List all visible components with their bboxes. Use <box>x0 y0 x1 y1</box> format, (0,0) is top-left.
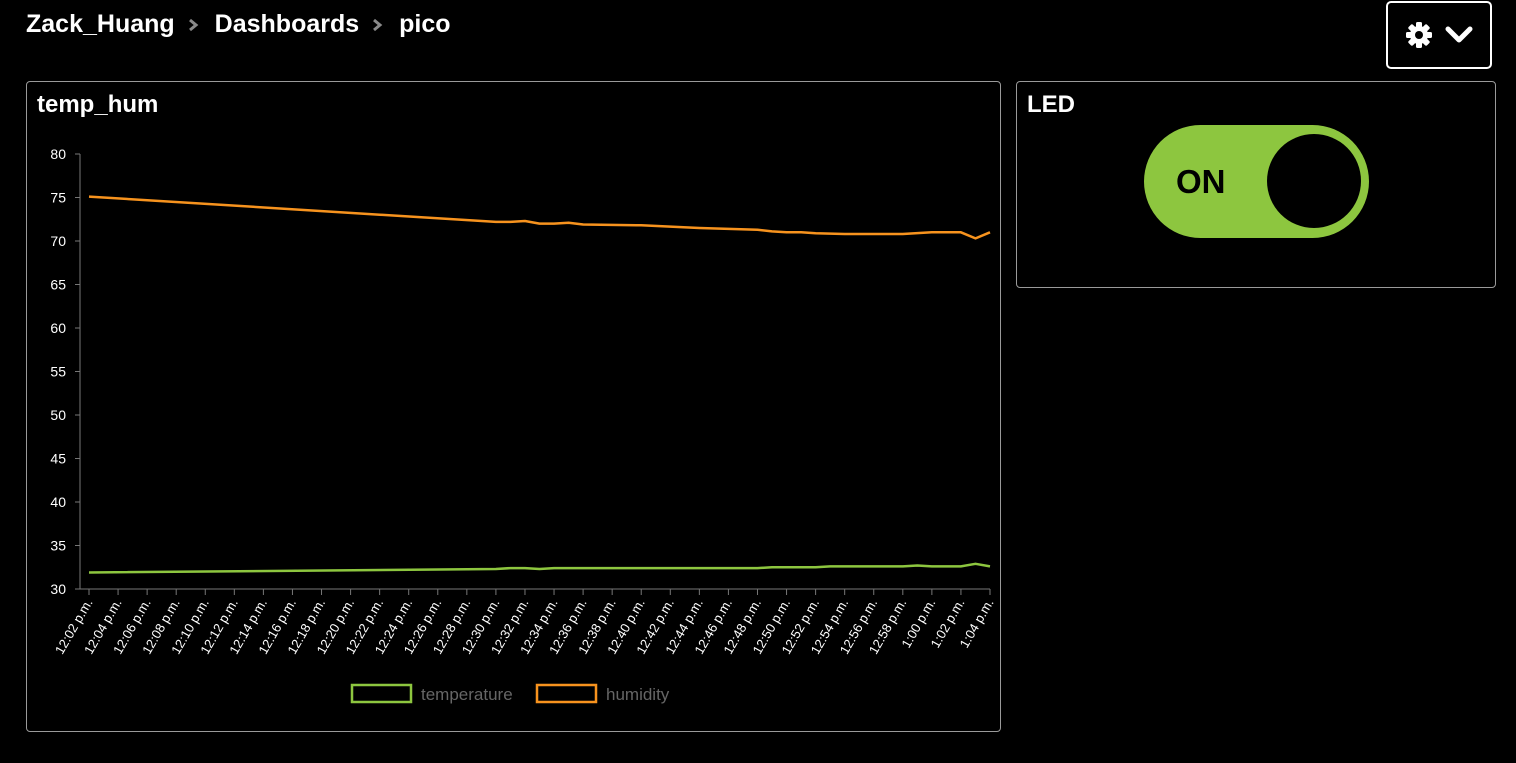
y-tick-label: 50 <box>50 407 66 423</box>
y-tick-label: 65 <box>50 277 66 293</box>
y-tick-label: 75 <box>50 190 66 206</box>
y-tick-label: 40 <box>50 494 66 510</box>
y-tick-label: 45 <box>50 451 66 467</box>
series-line-temperature <box>89 564 990 573</box>
legend-swatch-temperature <box>352 685 411 702</box>
y-tick-label: 35 <box>50 538 66 554</box>
y-tick-label: 80 <box>50 146 66 162</box>
chevron-down-icon <box>1445 25 1473 45</box>
legend-label-temperature: temperature <box>421 685 513 704</box>
gear-icon <box>1405 21 1433 49</box>
led-toggle-switch[interactable]: ON <box>1144 125 1369 238</box>
breadcrumb-current-page: pico <box>399 10 450 39</box>
toggle-state-label: ON <box>1176 163 1226 201</box>
y-tick-label: 70 <box>50 233 66 249</box>
breadcrumb-dashboards-link[interactable]: Dashboards <box>215 10 359 39</box>
led-panel-title: LED <box>1027 91 1075 119</box>
dashboard-settings-button[interactable] <box>1386 1 1492 69</box>
temp-hum-chart-panel: 30 35 40 45 50 55 60 65 70 75 80 12:02 p.m. 12:04 p.… <box>26 81 1001 732</box>
breadcrumb-user-link[interactable]: Zack_Huang <box>26 10 175 39</box>
chart-panel-title: temp_hum <box>37 91 158 119</box>
legend-swatch-humidity <box>537 685 596 702</box>
y-tick-label: 60 <box>50 320 66 336</box>
led-panel: LED ON <box>1016 81 1496 288</box>
chevron-right-icon <box>187 14 201 36</box>
series-line-humidity <box>89 197 990 239</box>
y-tick-label: 55 <box>50 364 66 380</box>
y-tick-label: 30 <box>50 581 66 597</box>
chevron-right-icon <box>371 14 385 36</box>
legend-label-humidity: humidity <box>606 685 670 704</box>
toggle-knob <box>1267 134 1361 228</box>
breadcrumb: Zack_Huang Dashboards pico <box>26 10 451 39</box>
